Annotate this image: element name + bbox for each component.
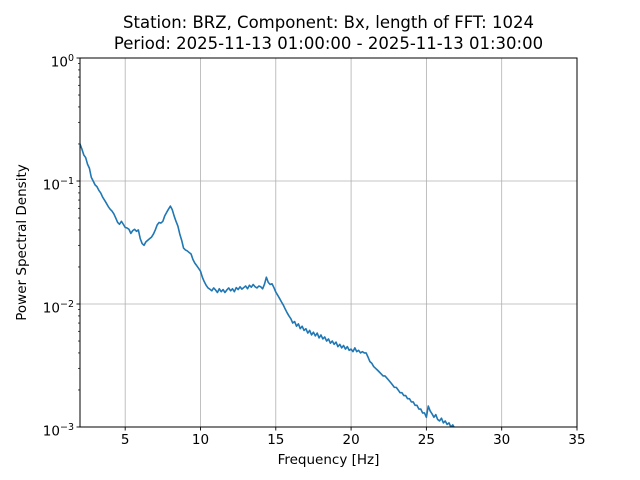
x-tick-label: 5 [120, 432, 130, 448]
y-axis-label: Power Spectral Density [14, 164, 30, 321]
x-tick-label: 20 [342, 432, 360, 448]
y-tick-label: 100 [50, 52, 74, 71]
chart-title: Station: BRZ, Component: Bx, length of F… [80, 12, 577, 54]
chart-title-line1: Station: BRZ, Component: Bx, length of F… [123, 13, 534, 32]
x-axis-label: Frequency [Hz] [277, 452, 380, 468]
chart-title-line2: Period: 2025-11-13 01:00:00 - 2025-11-13… [113, 34, 544, 53]
x-tick-label: 10 [191, 432, 210, 448]
x-tick-label: 25 [417, 432, 435, 448]
x-tick-label: 15 [267, 432, 285, 448]
y-tick-label: 10−1 [42, 175, 74, 194]
x-tick-label: 30 [493, 432, 511, 448]
y-tick-label: 10−3 [42, 421, 74, 440]
x-tick-label: 35 [568, 432, 586, 448]
y-tick-label: 10−2 [42, 298, 74, 317]
